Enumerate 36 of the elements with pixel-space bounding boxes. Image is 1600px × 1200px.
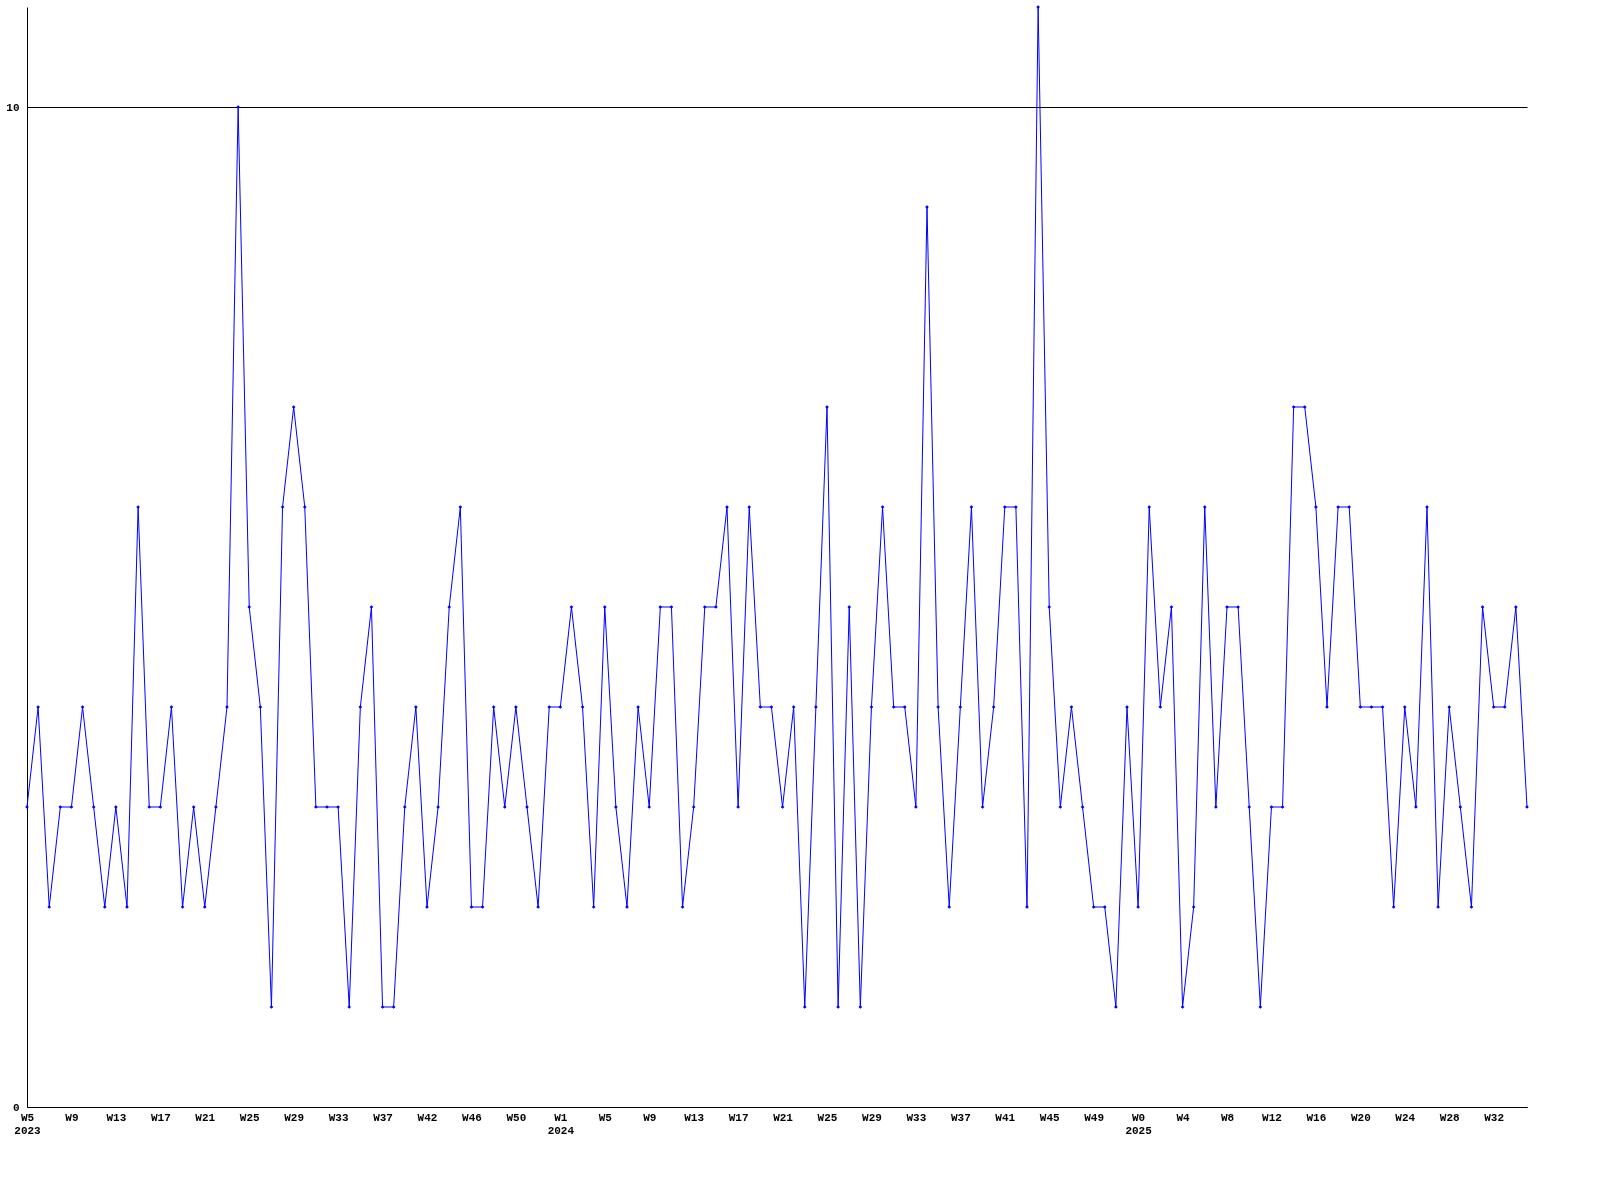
x-tick-label: W50	[506, 1111, 527, 1124]
x-tick-label: W46	[462, 1111, 482, 1124]
x-tick-label: W20	[1350, 1111, 1371, 1124]
y-tick-label: 0	[12, 1101, 20, 1114]
x-tick-label: W41	[995, 1111, 1016, 1124]
x-tick-label: W5	[598, 1111, 613, 1124]
x-tick-label: W28	[1439, 1111, 1461, 1124]
x-tick-label: W21	[195, 1111, 216, 1124]
x-tick-label: W1 2024	[547, 1111, 575, 1137]
x-tick-label: W13	[106, 1111, 127, 1124]
x-tick-label: W9	[643, 1111, 657, 1124]
x-tick-label: W25	[239, 1111, 261, 1124]
x-tick-label: W42	[417, 1111, 438, 1124]
x-tick-label: W24	[1395, 1111, 1416, 1124]
x-tick-label: W33	[328, 1111, 349, 1124]
x-tick-label: W8	[1220, 1111, 1235, 1124]
x-tick-label: W45	[1039, 1111, 1061, 1124]
x-tick-label: W0 2025	[1125, 1111, 1153, 1137]
x-tick-label: W5 2023	[14, 1111, 42, 1137]
x-tick-label: W37	[373, 1111, 393, 1124]
x-tick-label: W17	[728, 1111, 749, 1124]
y-tick-label: 10	[6, 101, 20, 114]
x-tick-label: W12	[1262, 1111, 1282, 1124]
x-tick-label: W21	[773, 1111, 794, 1124]
x-tick-label: W33	[906, 1111, 927, 1124]
x-tick-label: W32	[1484, 1111, 1505, 1124]
x-tick-label: W17	[150, 1111, 171, 1124]
x-tick-label: W16	[1306, 1111, 1327, 1124]
x-tick-label: W37	[950, 1111, 971, 1124]
x-tick-label: W4	[1176, 1111, 1191, 1124]
x-tick-label: W9	[65, 1111, 79, 1124]
x-tick-label: W29	[284, 1111, 305, 1124]
x-tick-label: W49	[1084, 1111, 1105, 1124]
x-tick-label: W25	[817, 1111, 838, 1124]
x-tick-label: W29	[862, 1111, 882, 1124]
x-tick-label: W13	[684, 1111, 705, 1124]
